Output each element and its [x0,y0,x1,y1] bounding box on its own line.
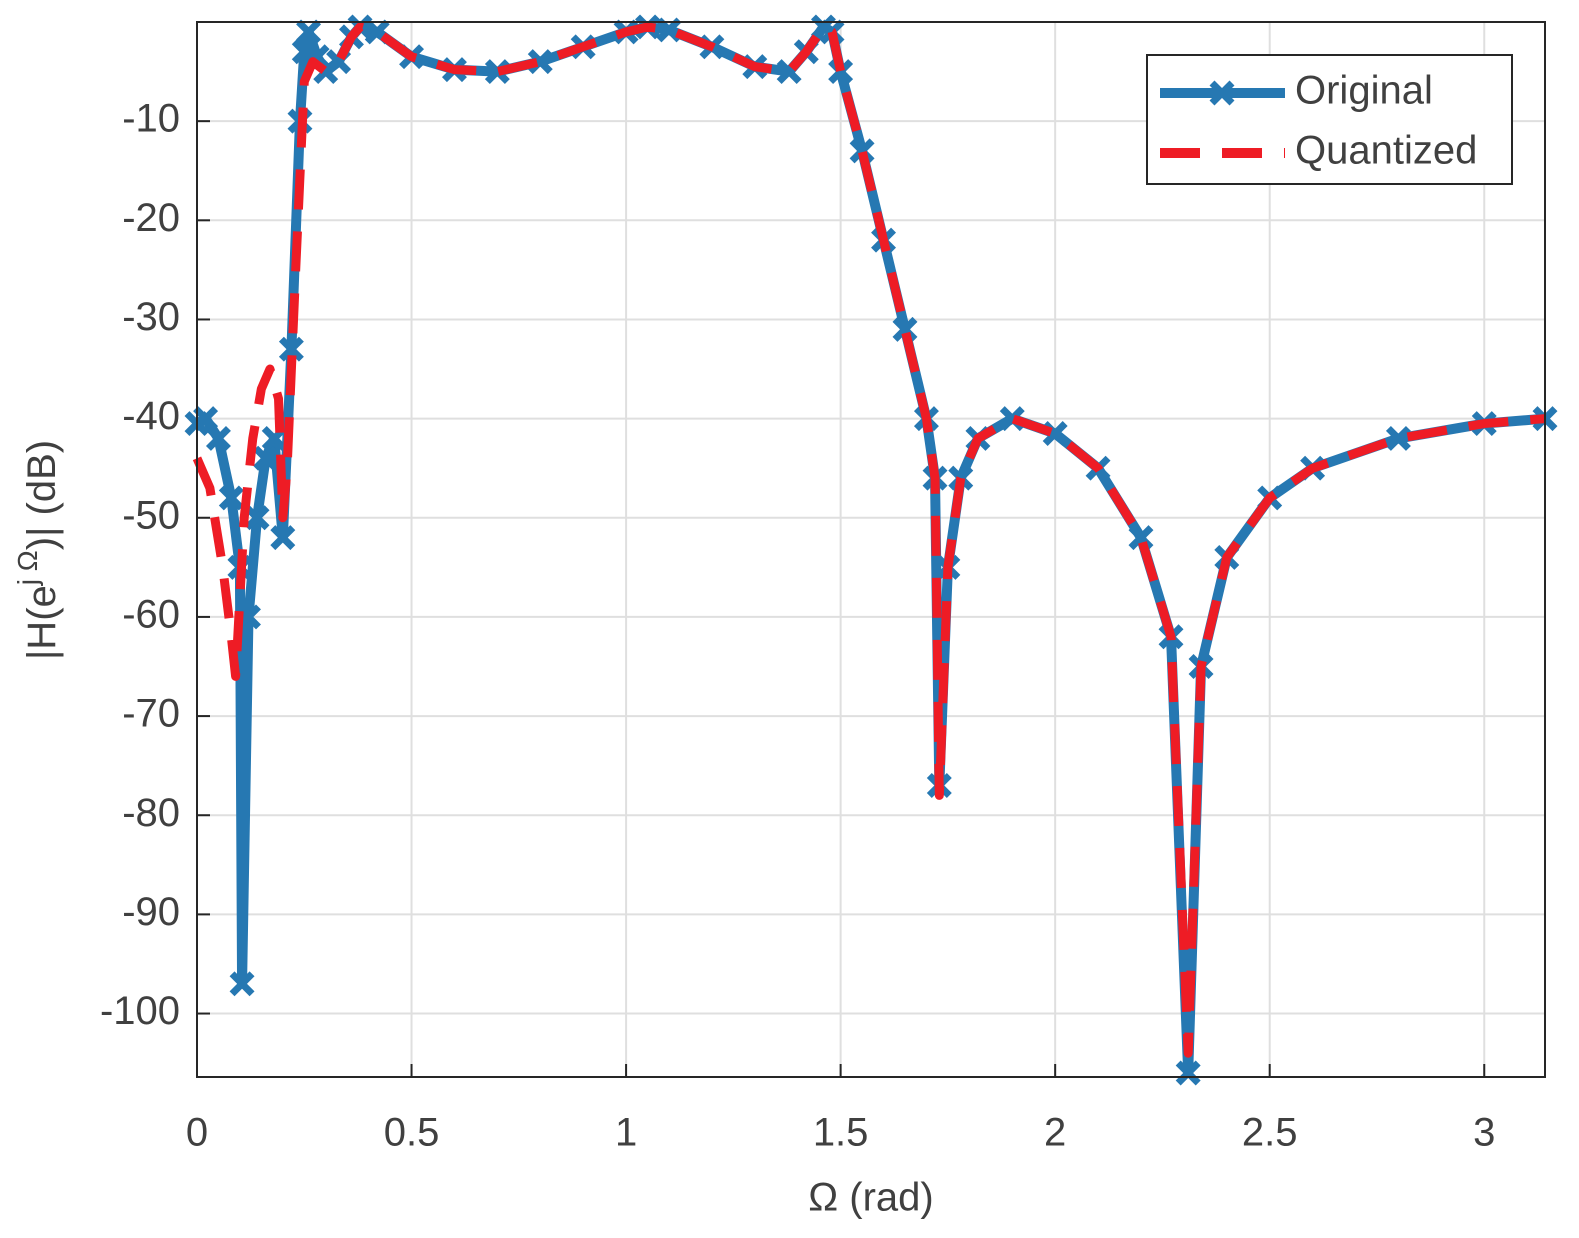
axes-box [196,21,1546,1078]
y-tick-label: -10 [122,97,180,141]
y-tick-label: -40 [122,394,180,438]
marker [205,425,231,451]
y-tick-label: -90 [122,890,180,934]
y-tick-label: -30 [122,295,180,339]
legend: Original Quantized [1146,54,1513,185]
marker [218,485,244,511]
marker [244,505,270,531]
x-tick-label: 0.5 [384,1111,440,1155]
legend-label: Quantized [1295,129,1477,173]
grid [196,22,1545,1077]
series-line [192,22,1546,1058]
y-label-end: )| (dB) [20,440,64,550]
marker [527,49,553,75]
y-tick-label: -20 [122,196,180,240]
x-tick-label: 0 [186,1111,208,1155]
marker [296,19,322,45]
plot [184,14,1558,1086]
y-tick-label: -70 [122,692,180,736]
x-tick-label: 2 [1044,1111,1066,1155]
y-label-sup: j Ω [12,550,43,586]
y-tick-label: -50 [122,493,180,537]
marker [278,336,304,362]
x-axis-label: Ω (rad) [808,1176,933,1220]
x-tick-label: 3 [1473,1111,1495,1155]
marker [1385,425,1411,451]
y-tick-label: -80 [122,791,180,835]
x-tick-label: 1.5 [813,1111,869,1155]
x-tick-label: 1 [615,1111,637,1155]
marker [828,59,854,85]
y-axis-label: |H(ej Ω)| (dB) [12,440,63,660]
legend-box [1146,54,1513,185]
legend-label: Original [1295,69,1433,113]
marker [849,138,875,164]
marker [270,525,296,551]
marker [1175,1060,1201,1086]
legend-marker [1209,80,1235,106]
marker [484,59,510,85]
marker [229,971,255,997]
x-tick-label: 2.5 [1242,1111,1298,1155]
marker [253,445,279,471]
y-tick-label: -100 [100,989,180,1033]
y-tick-label: -60 [122,592,180,636]
y-label-base: |H(e [20,585,64,660]
marker [193,406,219,432]
marker [892,316,918,342]
